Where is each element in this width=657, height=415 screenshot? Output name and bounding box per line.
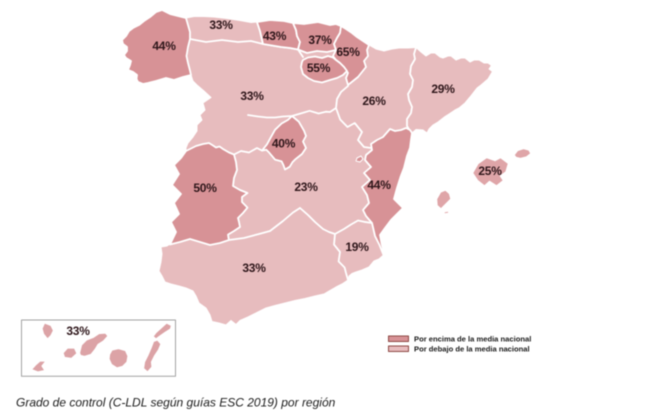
svg-text:26%: 26% <box>362 94 386 108</box>
svg-text:33%: 33% <box>242 261 266 275</box>
svg-text:43%: 43% <box>263 29 287 43</box>
svg-text:Grado de control (C-LDL según: Grado de control (C-LDL según guías ESC … <box>16 396 336 410</box>
svg-text:33%: 33% <box>240 89 264 103</box>
svg-text:44%: 44% <box>152 39 176 53</box>
svg-text:Por debajo de la media naciona: Por debajo de la media nacional <box>414 345 530 354</box>
svg-text:33%: 33% <box>209 18 233 32</box>
svg-text:19%: 19% <box>345 240 369 254</box>
svg-text:50%: 50% <box>193 181 217 195</box>
svg-text:37%: 37% <box>308 33 332 47</box>
svg-text:23%: 23% <box>294 180 318 194</box>
svg-text:65%: 65% <box>336 45 360 59</box>
svg-text:Por encima de la media naciona: Por encima de la media nacional <box>414 335 531 344</box>
svg-text:25%: 25% <box>478 164 502 178</box>
svg-text:29%: 29% <box>431 82 455 96</box>
svg-text:44%: 44% <box>367 178 391 192</box>
svg-text:55%: 55% <box>307 61 331 75</box>
svg-text:33%: 33% <box>66 324 90 338</box>
svg-text:40%: 40% <box>272 137 296 151</box>
